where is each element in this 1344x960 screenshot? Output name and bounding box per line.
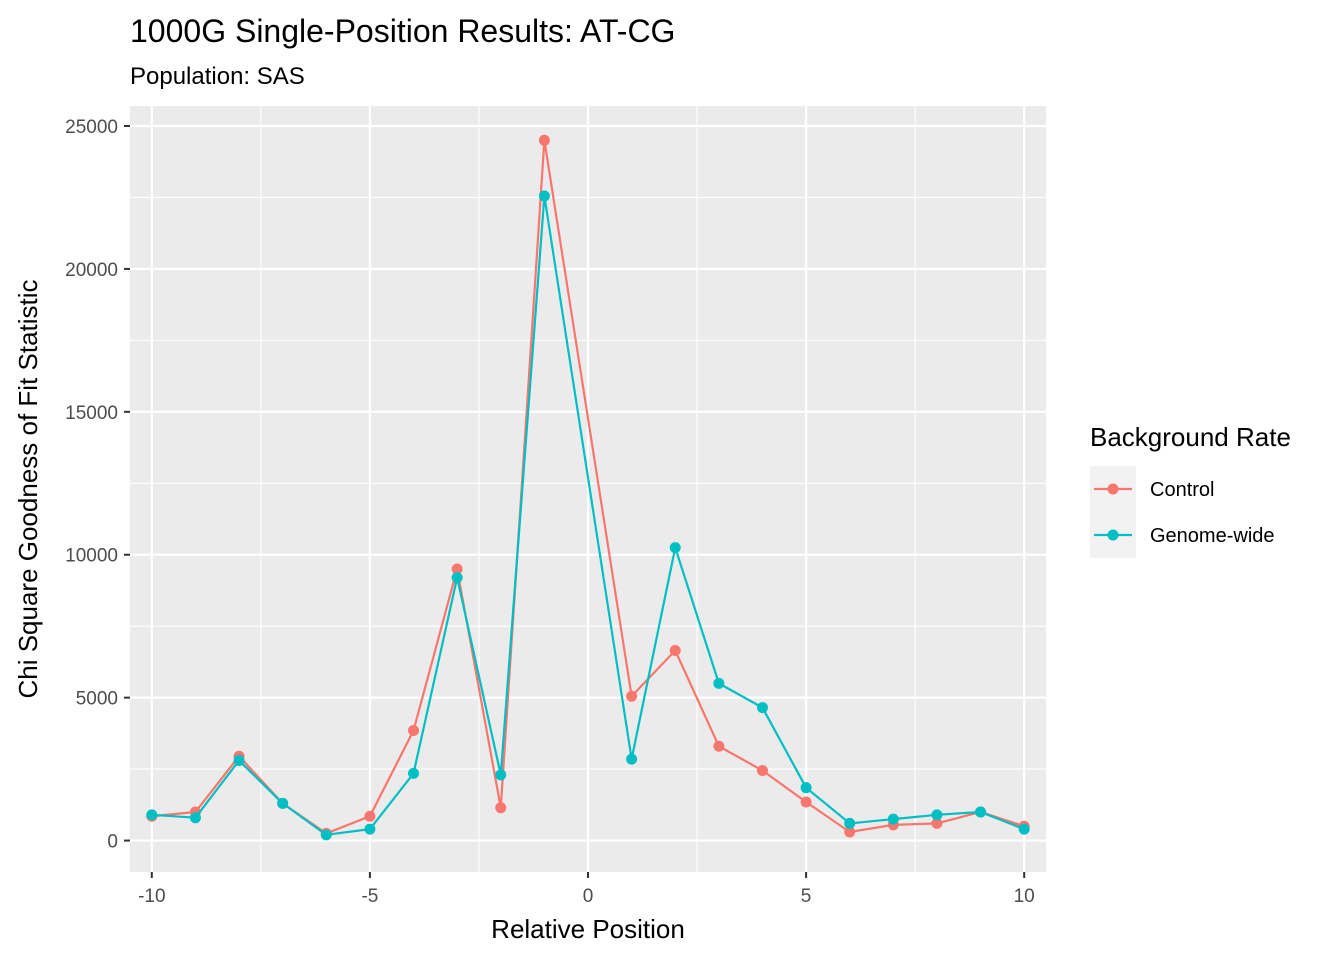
data-point-control — [364, 810, 376, 822]
data-point-genome-wide — [800, 782, 812, 794]
data-point-genome-wide — [975, 806, 987, 818]
x-tick-label: 10 — [1014, 886, 1035, 907]
data-point-control — [844, 826, 856, 838]
data-point-genome-wide — [713, 677, 725, 689]
x-tick-labels: -10 -5 0 5 10 — [138, 886, 1035, 907]
y-tick-label: 0 — [107, 832, 118, 853]
data-point-control — [408, 725, 420, 737]
data-point-genome-wide — [364, 823, 376, 835]
series-line-genome-wide — [151, 194, 1025, 836]
y-tick-label: 25000 — [65, 117, 118, 138]
data-point-genome-wide — [669, 542, 681, 554]
series-layer — [146, 134, 1030, 841]
data-point-genome-wide — [495, 769, 507, 781]
chart-title: 1000G Single-Position Results: AT-CG — [130, 13, 675, 49]
data-point-control — [451, 563, 463, 575]
legend: Background Rate Control Genome-wide — [1090, 422, 1291, 558]
y-tick-label: 5000 — [76, 689, 118, 710]
legend-title: Background Rate — [1090, 422, 1291, 452]
x-tick-label: -5 — [361, 886, 378, 907]
y-tick-labels: 0 5000 10000 15000 20000 25000 — [65, 117, 118, 853]
y-tick-label: 20000 — [65, 260, 118, 281]
data-point-genome-wide — [277, 797, 289, 809]
y-tick-label: 10000 — [65, 546, 118, 567]
x-tick-label: -10 — [138, 886, 165, 907]
data-point-control — [800, 796, 812, 808]
legend-key-background — [1090, 466, 1136, 558]
data-point-control — [931, 817, 943, 829]
x-tick-label: 5 — [801, 886, 812, 907]
data-point-genome-wide — [189, 812, 201, 824]
data-point-control — [713, 740, 725, 752]
data-point-genome-wide — [756, 702, 768, 714]
chart-subtitle: Population: SAS — [130, 63, 305, 90]
legend-key-point-genome-wide — [1107, 529, 1119, 541]
data-point-genome-wide — [626, 753, 638, 765]
major-gridlines — [130, 106, 1046, 872]
data-point-control — [626, 690, 638, 702]
data-point-genome-wide — [451, 572, 463, 584]
x-tick-label: 0 — [583, 886, 594, 907]
data-point-genome-wide — [146, 809, 158, 821]
data-point-genome-wide — [887, 813, 899, 825]
data-point-control — [538, 134, 550, 146]
data-point-genome-wide — [538, 190, 550, 202]
y-axis-title: Chi Square Goodness of Fit Statistic — [13, 279, 43, 698]
data-point-genome-wide — [844, 817, 856, 829]
legend-label-genome-wide: Genome-wide — [1150, 525, 1275, 547]
data-point-genome-wide — [320, 829, 332, 841]
data-point-control — [495, 802, 507, 814]
legend-key-point-control — [1107, 483, 1119, 495]
y-tick-label: 15000 — [65, 403, 118, 424]
x-axis-title: Relative Position — [491, 914, 685, 944]
legend-items: Control Genome-wide — [1090, 466, 1275, 558]
legend-label-control: Control — [1150, 479, 1214, 501]
data-point-genome-wide — [1018, 823, 1030, 835]
data-point-genome-wide — [233, 755, 245, 767]
data-point-genome-wide — [931, 809, 943, 821]
axis-ticks — [124, 125, 1026, 878]
data-point-control — [756, 765, 768, 777]
data-point-control — [669, 644, 681, 656]
data-point-genome-wide — [408, 767, 420, 779]
